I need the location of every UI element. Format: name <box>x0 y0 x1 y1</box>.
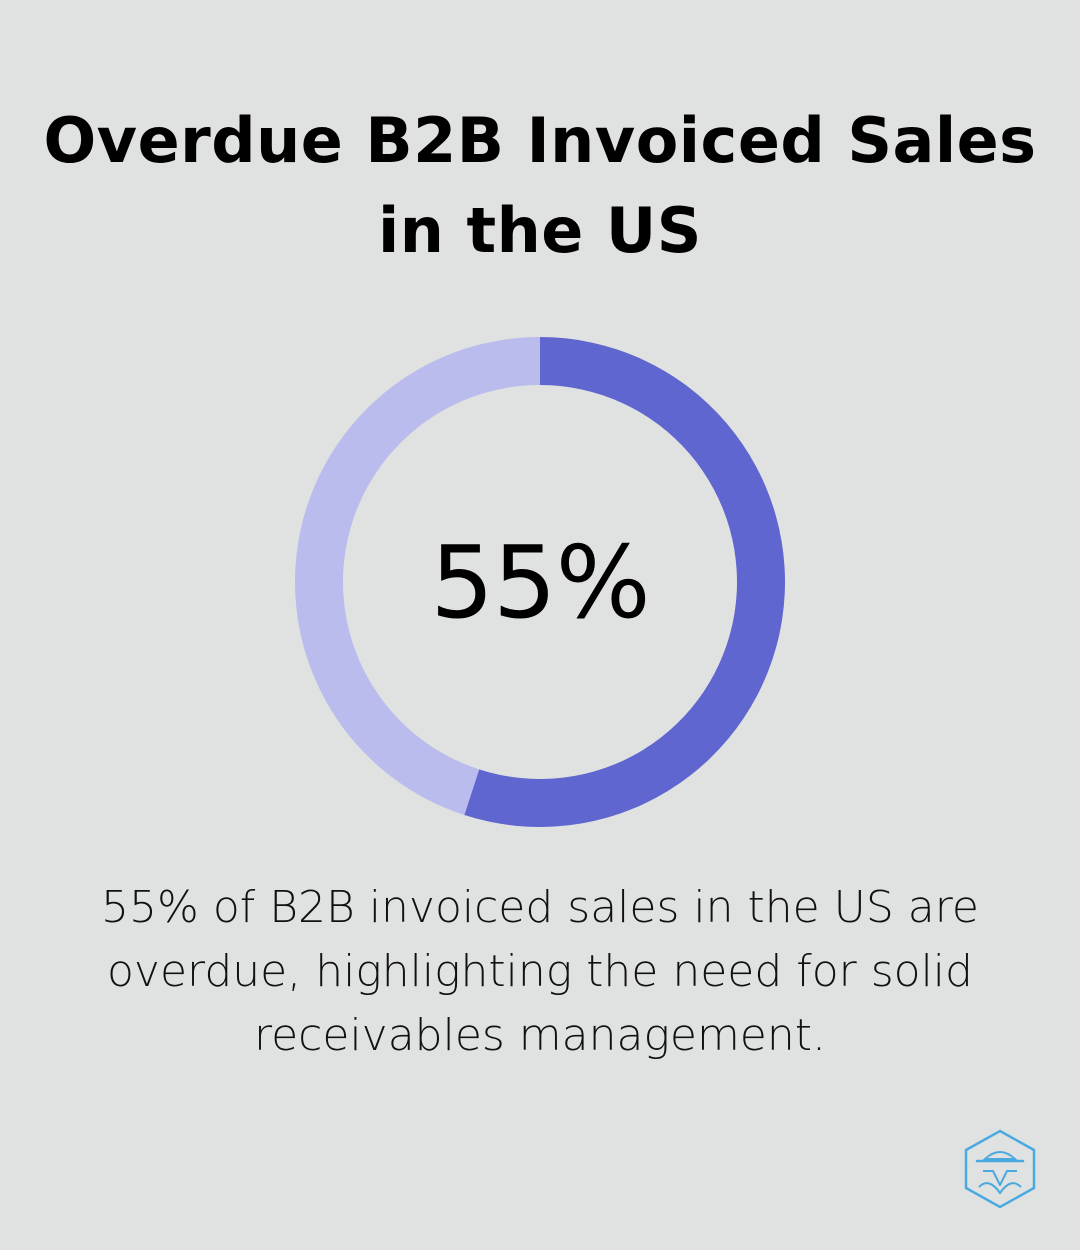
donut-slice-1 <box>295 337 540 816</box>
donut-chart: 55% <box>295 337 785 827</box>
caption-line-2: overdue, highlighting the need for solid <box>107 946 973 997</box>
title-line-2: in the US <box>378 194 702 267</box>
donut-center-value: 55% <box>430 523 650 641</box>
chart-title: Overdue B2B Invoiced Sales in the US <box>0 96 1080 276</box>
donut-chart-svg <box>295 337 785 827</box>
caption: 55% of B2B invoiced sales in the US are … <box>90 876 990 1068</box>
caption-line-3: receivables management. <box>253 1010 827 1061</box>
caption-line-1: 55% of B2B invoiced sales in the US are <box>101 882 979 933</box>
donut-slice-0 <box>464 337 785 827</box>
hexagon-spy-hat-logo-icon <box>963 1129 1037 1209</box>
title-line-1: Overdue B2B Invoiced Sales <box>43 104 1037 177</box>
